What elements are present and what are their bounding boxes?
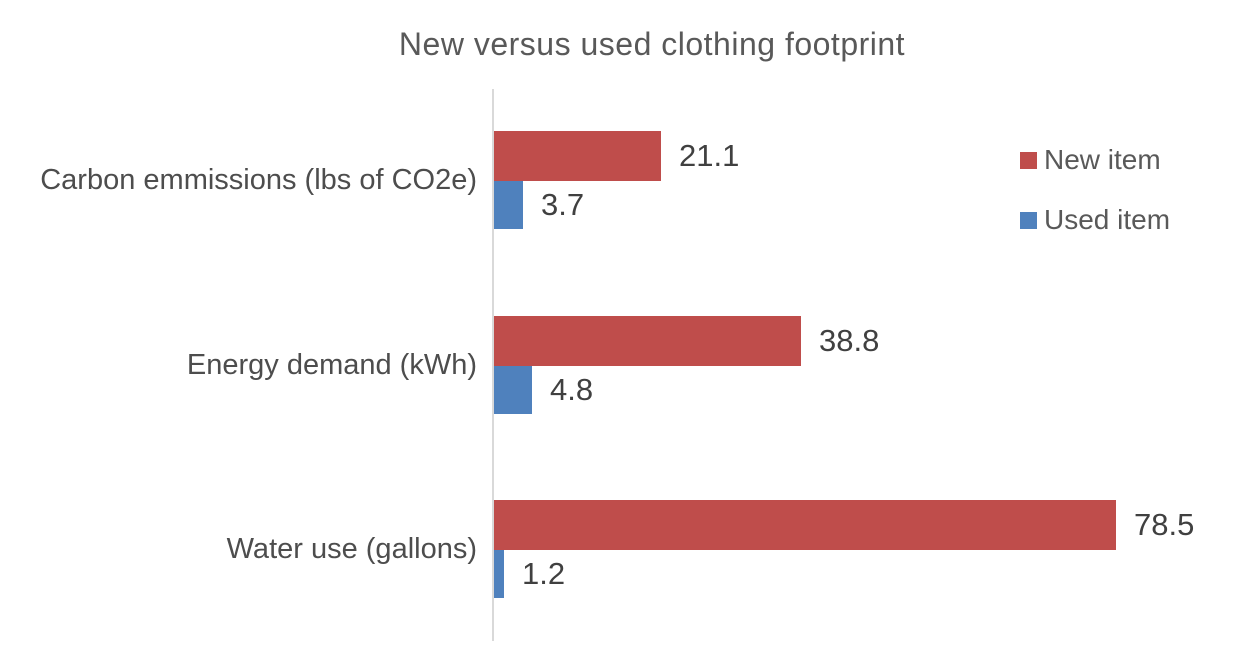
legend-swatch-used-icon — [1020, 211, 1037, 229]
chart-title: New versus used clothing footprint — [398, 26, 906, 62]
value-label: 78.5 — [1134, 507, 1195, 542]
legend-swatch-new-icon — [1020, 151, 1037, 169]
category-label: Carbon emmissions (lbs of CO2e) — [40, 164, 477, 196]
bar-new — [494, 500, 1116, 550]
bar-new — [494, 131, 661, 181]
value-label: 21.1 — [679, 138, 740, 173]
value-label: 4.8 — [550, 372, 594, 407]
value-label: 38.8 — [819, 323, 880, 358]
bar-used — [494, 181, 523, 229]
category-label: Energy demand (kWh) — [186, 349, 477, 381]
value-label: 1.2 — [522, 556, 566, 591]
legend-item-new: New item — [1020, 144, 1170, 175]
category-label: Water use (gallons) — [226, 533, 477, 565]
bar-used — [494, 550, 504, 598]
bar-new — [494, 316, 801, 366]
legend-label-new: New item — [1044, 144, 1161, 175]
legend-label-used: Used item — [1044, 204, 1171, 235]
bar-used — [494, 366, 532, 414]
legend-item-used: Used item — [1020, 204, 1171, 235]
value-label: 3.7 — [541, 187, 585, 222]
legend: New item Used item — [1020, 144, 1171, 265]
y-axis-line — [492, 89, 494, 641]
